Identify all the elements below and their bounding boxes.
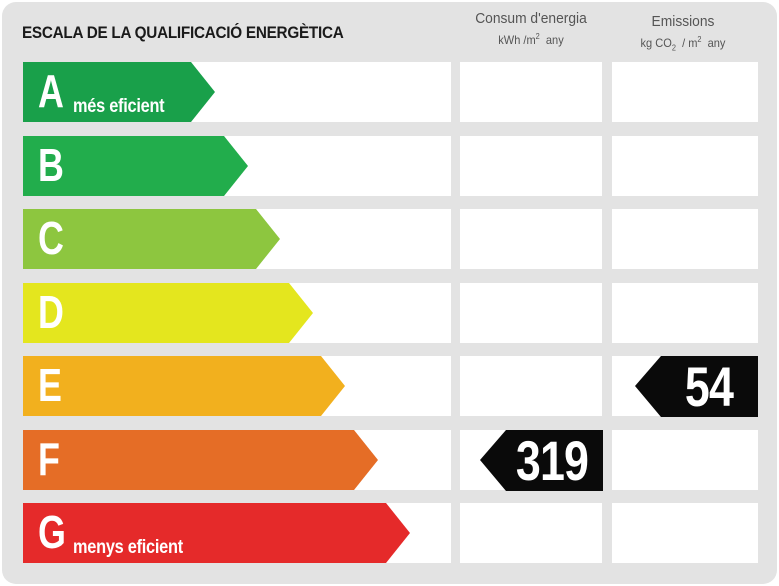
class-arrow-c: C xyxy=(23,209,280,269)
arrow-shape-a xyxy=(23,62,215,122)
arrow-shape-c xyxy=(23,209,280,269)
emissions-column-header: Emissions kg CO2 / m2 any xyxy=(610,13,756,52)
arrow-shape-e xyxy=(23,356,345,416)
emissions-cell-d xyxy=(612,283,758,343)
emissions-cell-f xyxy=(612,430,758,490)
emissions-marker-shape xyxy=(635,356,758,417)
class-arrow-b: B xyxy=(23,136,248,196)
consum-unit: kWh /m2 any xyxy=(498,32,564,47)
consum-cell-b xyxy=(460,136,602,196)
class-letter-g: G xyxy=(38,506,66,558)
class-letter-b: B xyxy=(38,139,64,191)
class-arrow-f: F xyxy=(23,430,378,490)
consum-cell-e xyxy=(460,356,602,416)
emissions-value: 54 xyxy=(684,355,734,418)
class-letter-f: F xyxy=(38,433,60,485)
emissions-cell-b xyxy=(612,136,758,196)
consum-cell-c xyxy=(460,209,602,269)
emissions-heading: Emissions xyxy=(651,13,715,30)
arrow-shape-d xyxy=(23,283,313,343)
consum-marker-shape xyxy=(480,430,603,491)
class-letter-c: C xyxy=(38,212,64,264)
emissions-unit: kg CO2 / m2 any xyxy=(640,35,726,53)
arrow-shape-g xyxy=(23,503,410,563)
class-letter-e: E xyxy=(38,359,62,411)
consum-heading: Consum d'energia xyxy=(475,10,587,27)
consum-cell-a xyxy=(460,62,602,122)
emissions-cell-g xyxy=(612,503,758,563)
class-sublabel-a: més eficient xyxy=(73,96,165,117)
class-letter-a: A xyxy=(38,65,64,117)
emissions-cell-c xyxy=(612,209,758,269)
class-arrow-d: D xyxy=(23,283,313,343)
emissions-cell-a xyxy=(612,62,758,122)
class-arrow-e: E xyxy=(23,356,345,416)
arrow-shape-f xyxy=(23,430,378,490)
class-sublabel-g: menys eficient xyxy=(73,537,183,558)
arrow-shape-b xyxy=(23,136,248,196)
class-letter-d: D xyxy=(38,286,64,338)
consum-value: 319 xyxy=(515,429,589,492)
scale-title: ESCALA DE LA QUALIFICACIÓ ENERGÈTICA xyxy=(22,23,344,42)
consum-cell-g xyxy=(460,503,602,563)
consum-cell-d xyxy=(460,283,602,343)
consum-column-header: Consum d'energia kWh /m2 any xyxy=(458,10,604,47)
